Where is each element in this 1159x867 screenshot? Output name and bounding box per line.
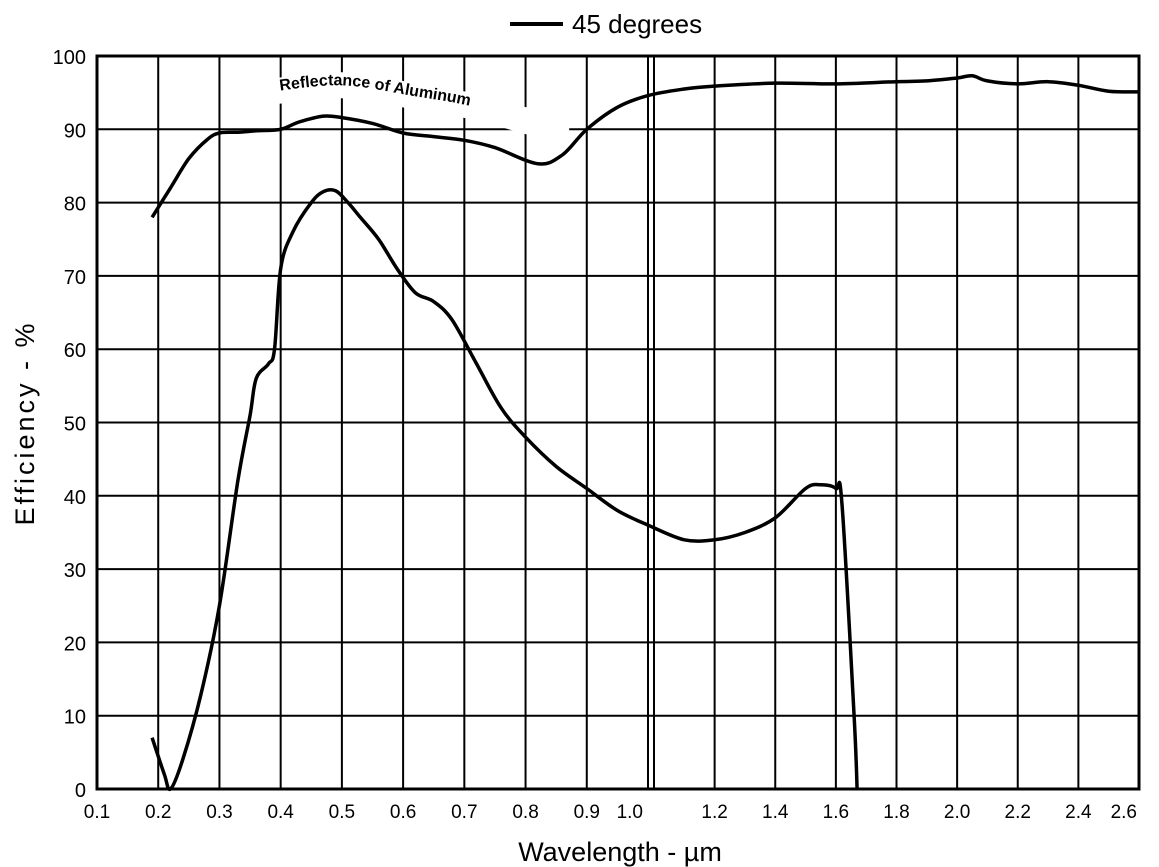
x-tick-label: 1.2 bbox=[701, 802, 727, 823]
series-line-reflectance bbox=[150, 73, 1140, 219]
y-tick-label: 80 bbox=[64, 194, 86, 216]
grid bbox=[95, 54, 1141, 791]
plot-frame bbox=[95, 54, 1141, 791]
legend-label: 45 degrees bbox=[572, 9, 702, 39]
x-tick-label: 2.2 bbox=[1005, 802, 1031, 823]
y-tick-label: 90 bbox=[64, 120, 86, 142]
y-tick-label: 10 bbox=[64, 707, 86, 729]
y-tick-label: 40 bbox=[64, 487, 86, 509]
y-tick-label: 70 bbox=[64, 267, 86, 289]
x-tick-label: 1.6 bbox=[823, 802, 849, 823]
x-tick-label: 2.0 bbox=[944, 802, 970, 823]
series-lines bbox=[150, 73, 1140, 792]
x-tick-label: 0.2 bbox=[145, 802, 171, 823]
y-tick-label: 50 bbox=[64, 414, 86, 436]
series-line-45-degrees bbox=[150, 188, 859, 792]
annotation-label: Reflectance of Aluminum bbox=[278, 72, 472, 109]
y-tick-label: 20 bbox=[64, 633, 86, 655]
x-ticks: 0.1 0.2 0.3 0.4 0.5 0.6 0.7 0.8 0.9 1.0 1.2 1.4 1.6 1… bbox=[84, 802, 1137, 823]
y-tick-label: 30 bbox=[64, 560, 86, 582]
annotation: Reflectance of Aluminum bbox=[261, 72, 570, 143]
y-axis-label: Efficiency - % bbox=[10, 320, 40, 525]
x-tick-label: 0.9 bbox=[574, 802, 600, 823]
x-tick-label: 2.4 bbox=[1065, 802, 1092, 823]
x-tick-label: 0.1 bbox=[84, 802, 110, 823]
y-tick-label: 0 bbox=[75, 780, 86, 802]
x-tick-label: 0.8 bbox=[512, 802, 538, 823]
x-tick-label: 0.3 bbox=[206, 802, 232, 823]
x-tick-label: 2.6 bbox=[1111, 802, 1137, 823]
annotation-knockout bbox=[261, 72, 570, 143]
x-tick-label: 0.4 bbox=[267, 802, 294, 823]
x-tick-label: 1.0 bbox=[617, 802, 643, 823]
y-tick-label: 60 bbox=[64, 340, 86, 362]
x-tick-label: 0.6 bbox=[390, 802, 416, 823]
x-tick-label: 0.7 bbox=[451, 802, 477, 823]
x-tick-label: 0.5 bbox=[329, 802, 355, 823]
x-tick-label: 1.8 bbox=[883, 802, 909, 823]
y-tick-label: 100 bbox=[53, 47, 86, 69]
x-axis-label: Wavelength - µm bbox=[518, 837, 722, 867]
x-tick-label: 1.4 bbox=[762, 802, 789, 823]
legend: 45 degrees bbox=[510, 9, 702, 39]
y-ticks: 0 10 20 30 40 50 60 70 80 90 100 bbox=[53, 47, 86, 802]
